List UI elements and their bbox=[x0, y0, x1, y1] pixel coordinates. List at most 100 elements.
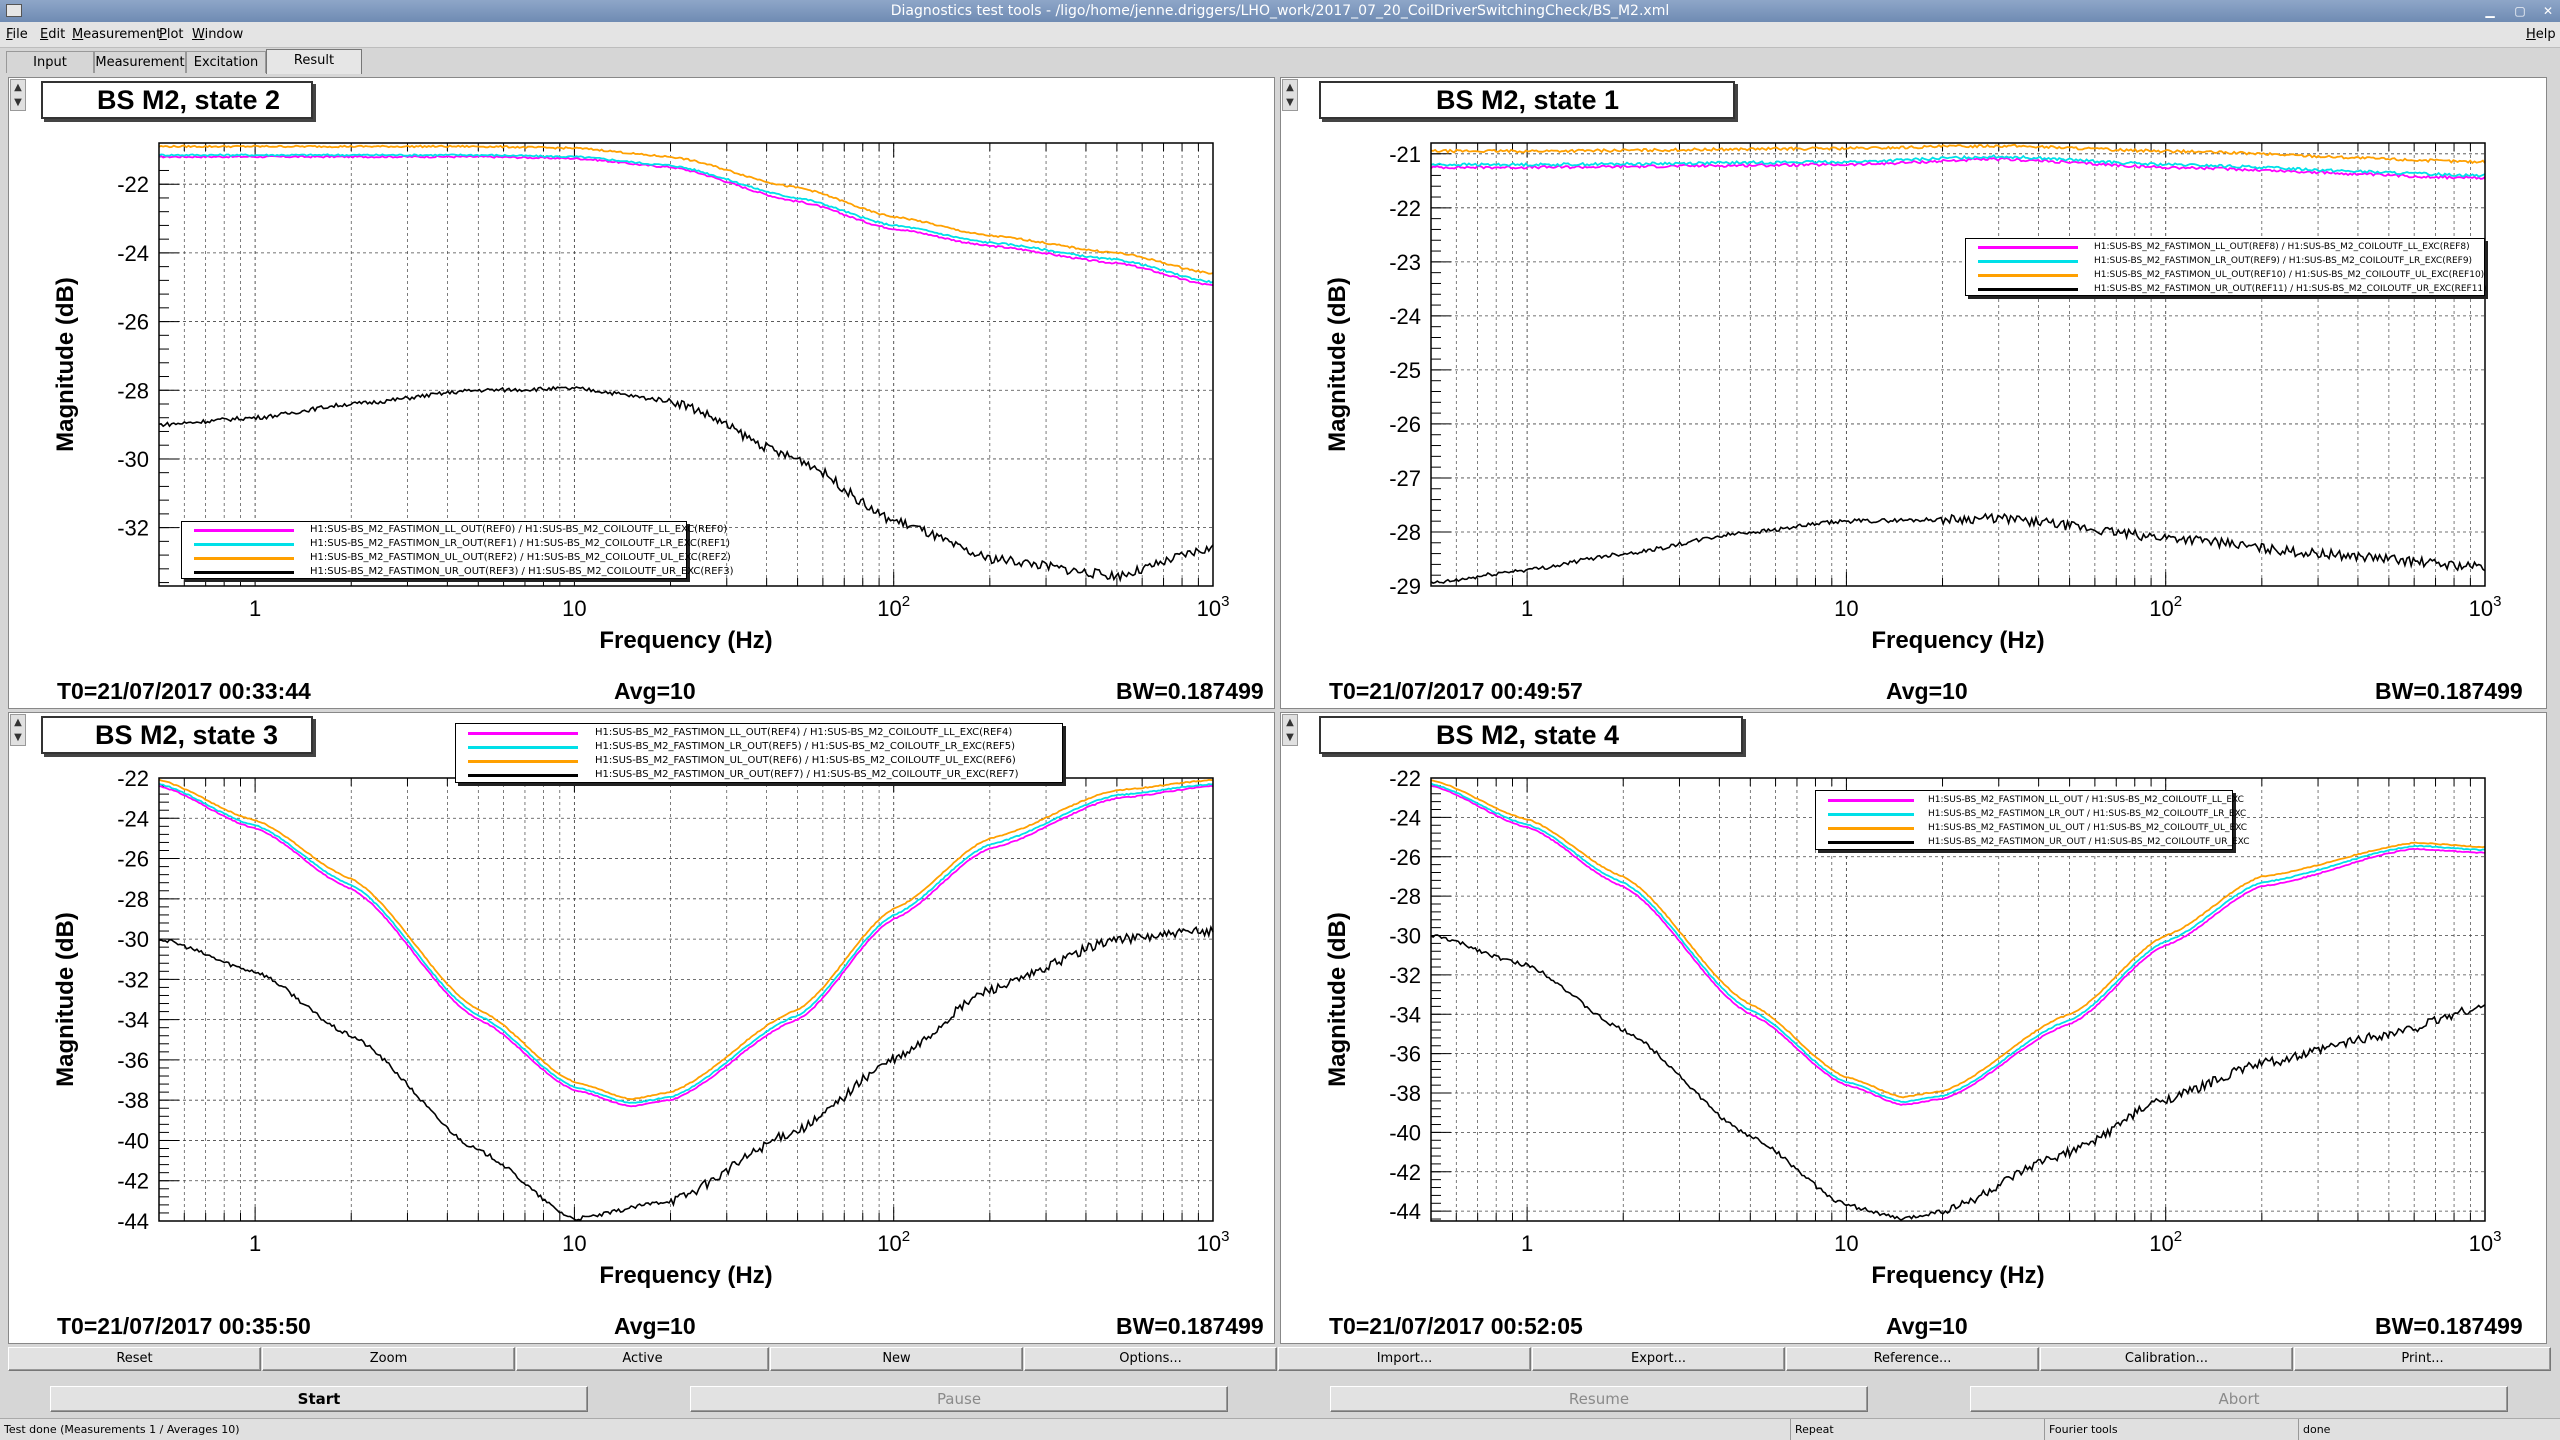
tab-measurement[interactable]: Measurement bbox=[94, 51, 186, 73]
maximize-icon[interactable]: ▢ bbox=[2514, 4, 2526, 18]
tick-label-x: 1 bbox=[249, 596, 261, 621]
tick-label-base: 10 bbox=[2149, 1231, 2173, 1256]
legend[interactable]: H1:SUS-BS_M2_FASTIMON_LL_OUT(REF0) / H1:… bbox=[181, 521, 734, 579]
legend[interactable]: H1:SUS-BS_M2_FASTIMON_LL_OUT / H1:SUS-BS… bbox=[1815, 790, 2249, 850]
legend[interactable]: H1:SUS-BS_M2_FASTIMON_LL_OUT(REF4) / H1:… bbox=[455, 723, 1063, 783]
legend-entry: H1:SUS-BS_M2_FASTIMON_LR_OUT / H1:SUS-BS… bbox=[1822, 807, 2246, 821]
bw-label: BW=0.187499 bbox=[2375, 678, 2523, 704]
tick-label-y: -26 bbox=[117, 847, 149, 872]
tab-input[interactable]: Input bbox=[6, 51, 94, 73]
tick-label-x: 1 bbox=[1521, 1231, 1533, 1256]
active-button[interactable]: Active bbox=[516, 1347, 769, 1371]
avg-label: Avg=10 bbox=[614, 1313, 696, 1339]
status-message: Test done (Measurements 1 / Averages 10) bbox=[4, 1423, 240, 1436]
plot-panel-state-2: ▲ ▼ BS M2, state 2 -22 -24 -26 -28 -30 -32 1 10 1… bbox=[8, 77, 1275, 709]
legend-swatch-ur bbox=[1828, 841, 1914, 844]
x-axis-label: Frequency (Hz) bbox=[1871, 627, 2044, 654]
t0-label: T0=21/07/2017 00:33:44 bbox=[57, 678, 311, 704]
legend-entry: H1:SUS-BS_M2_FASTIMON_LR_OUT(REF1) / H1:… bbox=[188, 537, 730, 551]
tab-excitation[interactable]: Excitation bbox=[186, 51, 266, 73]
tick-label-x: 10 bbox=[1834, 596, 1858, 621]
arrow-down-icon[interactable]: ▼ bbox=[14, 97, 22, 108]
plot-panel-state-1: ▲ ▼ BS M2, state 1 -21 -22 -23 -24 -25 -26 -27-… bbox=[1280, 77, 2547, 709]
new-button[interactable]: New bbox=[770, 1347, 1023, 1371]
tick-label-x: 103 bbox=[2469, 593, 2502, 621]
tick-label-base: 10 bbox=[2469, 1231, 2493, 1256]
bw-label: BW=0.187499 bbox=[2375, 1313, 2523, 1339]
menu-help[interactable]: Help bbox=[2526, 27, 2556, 42]
y-axis-label: Magnitude (dB) bbox=[1324, 277, 1351, 452]
plot-panel-state-4: ▲ ▼ BS M2, state 4 -22 -24 -26 -28 -30 -32 -34-… bbox=[1280, 712, 2547, 1344]
tick-label-y: -24 bbox=[117, 806, 149, 831]
tick-label-x: 10 bbox=[562, 1231, 586, 1256]
legend-entry: H1:SUS-BS_M2_FASTIMON_LL_OUT(REF0) / H1:… bbox=[188, 523, 727, 537]
arrow-up-icon[interactable]: ▲ bbox=[14, 82, 22, 93]
menu-edit[interactable]: Edit bbox=[40, 27, 66, 42]
tick-label-x: 102 bbox=[877, 1228, 910, 1256]
series-ul bbox=[1430, 779, 2486, 1099]
pad-scroller[interactable]: ▲ ▼ bbox=[10, 79, 26, 111]
tick-label-y: -26 bbox=[117, 310, 149, 335]
close-icon[interactable]: ✕ bbox=[2542, 4, 2554, 18]
pad-scroller[interactable]: ▲ ▼ bbox=[1282, 714, 1298, 746]
start-button[interactable]: Start bbox=[50, 1386, 588, 1412]
series-ll bbox=[1430, 157, 2486, 180]
menu-measurement[interactable]: Measurement bbox=[72, 27, 162, 42]
tick-label-x: 10 bbox=[562, 596, 586, 621]
tick-label-y: -24 bbox=[1389, 304, 1421, 329]
zoom-button[interactable]: Zoom bbox=[262, 1347, 515, 1371]
plot-area[interactable]: -21-22-23-24-25-26-27-28-291 10 102 103Freq… bbox=[1281, 78, 2548, 710]
resume-button[interactable]: Resume bbox=[1330, 1386, 1868, 1412]
legend[interactable]: H1:SUS-BS_M2_FASTIMON_LL_OUT(REF8) / H1:… bbox=[1965, 238, 2487, 296]
tick-label-y: -32 bbox=[1389, 963, 1421, 988]
calibration-button[interactable]: Calibration... bbox=[2040, 1347, 2293, 1371]
arrow-down-icon[interactable]: ▼ bbox=[14, 732, 22, 743]
reset-button[interactable]: Reset bbox=[8, 1347, 261, 1371]
abort-button[interactable]: Abort bbox=[1970, 1386, 2508, 1412]
tick-label-y: -26 bbox=[1389, 412, 1421, 437]
series-ll bbox=[158, 154, 1214, 287]
legend-swatch-ul bbox=[1978, 274, 2078, 277]
pad-scroller[interactable]: ▲ ▼ bbox=[10, 714, 26, 746]
reference-button[interactable]: Reference... bbox=[1786, 1347, 2039, 1371]
status-tools: Fourier tools bbox=[2044, 1419, 2298, 1440]
series-ur bbox=[1430, 512, 2486, 584]
tick-label-y: -30 bbox=[117, 927, 149, 952]
legend-swatch-ur bbox=[1978, 288, 2078, 291]
arrow-up-icon[interactable]: ▲ bbox=[14, 717, 22, 728]
import-button[interactable]: Import... bbox=[1278, 1347, 1531, 1371]
legend-swatch-ll bbox=[468, 732, 578, 735]
export-button[interactable]: Export... bbox=[1532, 1347, 1785, 1371]
tick-label-base: 10 bbox=[1197, 596, 1221, 621]
x-axis-label: Frequency (Hz) bbox=[1871, 1262, 2044, 1289]
arrow-up-icon[interactable]: ▲ bbox=[1286, 82, 1294, 93]
plot-area[interactable]: -22-24-26-28-30-32-34-36-38-40-42-441 10 1… bbox=[1281, 713, 2548, 1345]
menu-window[interactable]: Window bbox=[192, 27, 244, 42]
pause-button[interactable]: Pause bbox=[690, 1386, 1228, 1412]
minimize-icon[interactable]: ▁ bbox=[2485, 4, 2495, 18]
bw-label: BW=0.187499 bbox=[1116, 678, 1264, 704]
tick-label-exponent: 3 bbox=[1221, 593, 1229, 610]
arrow-down-icon[interactable]: ▼ bbox=[1286, 97, 1294, 108]
legend-swatch-ll bbox=[1978, 246, 2078, 249]
tab-result[interactable]: Result bbox=[266, 49, 362, 74]
pad-scroller[interactable]: ▲ ▼ bbox=[1282, 79, 1298, 111]
grid bbox=[1430, 142, 2486, 587]
options-button[interactable]: Options... bbox=[1024, 1347, 1277, 1371]
legend-entry: H1:SUS-BS_M2_FASTIMON_LL_OUT(REF4) / H1:… bbox=[462, 726, 1068, 740]
tick-label-x: 102 bbox=[877, 593, 910, 621]
tick-label-y: -27 bbox=[1389, 466, 1421, 491]
legend-swatch-lr bbox=[1828, 813, 1914, 816]
tick-label-y: -34 bbox=[117, 1008, 149, 1033]
plot-area[interactable]: -22-24-26-28-30-32-34-36-38-40-42-441 10 1… bbox=[9, 713, 1276, 1345]
window-icon[interactable] bbox=[6, 4, 22, 17]
tick-label-y: -22 bbox=[1389, 196, 1421, 221]
tick-label-x: 102 bbox=[2149, 593, 2182, 621]
menu-plot[interactable]: Plot bbox=[159, 27, 184, 42]
menu-file[interactable]: File bbox=[6, 27, 28, 42]
arrow-up-icon[interactable]: ▲ bbox=[1286, 717, 1294, 728]
print-button[interactable]: Print... bbox=[2294, 1347, 2551, 1371]
tick-label-y: -38 bbox=[1389, 1081, 1421, 1106]
arrow-down-icon[interactable]: ▼ bbox=[1286, 732, 1294, 743]
